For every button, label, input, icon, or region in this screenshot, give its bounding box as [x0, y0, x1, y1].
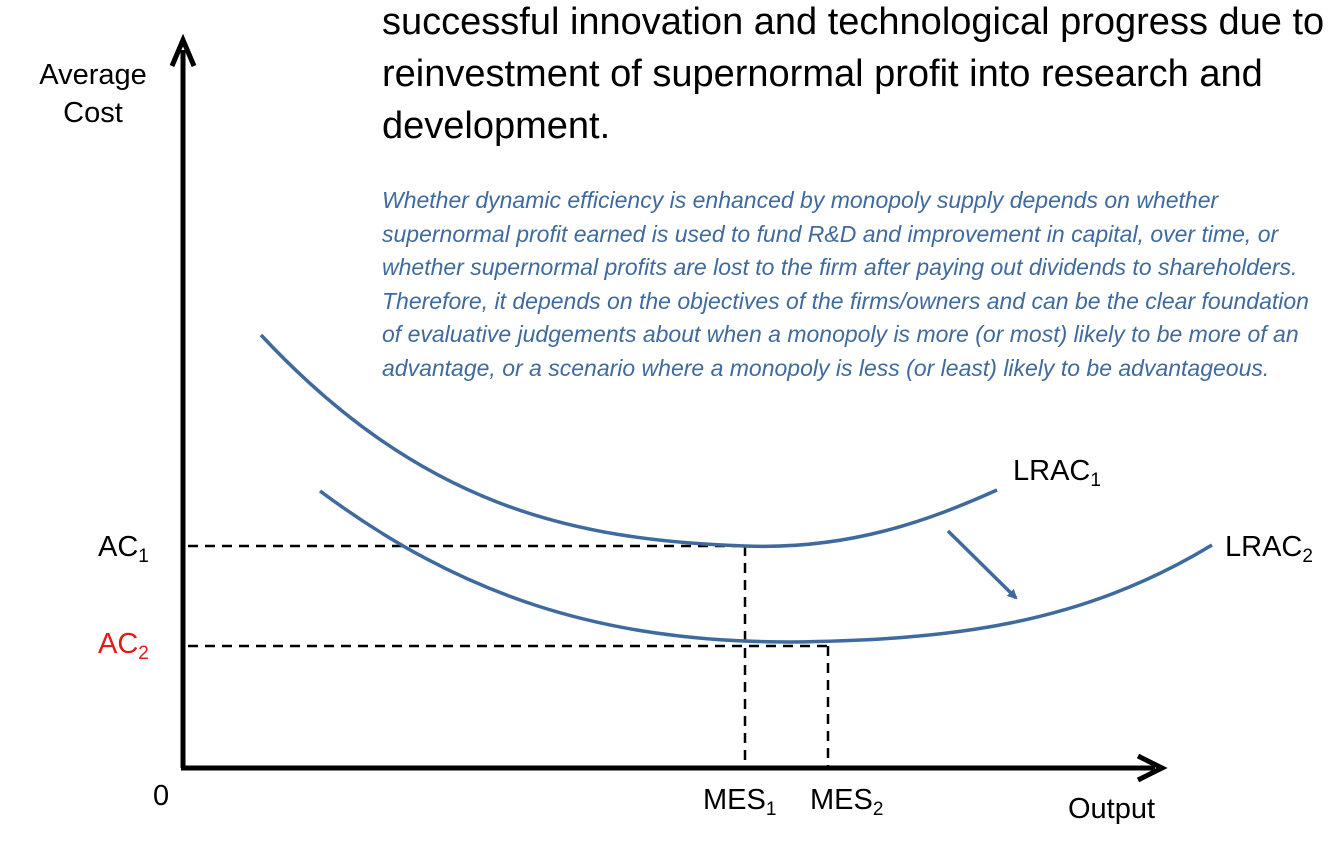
lrac1-curve: [259, 333, 998, 549]
lrac2-label: LRAC2: [1225, 531, 1313, 567]
ac1-label: AC1: [98, 531, 149, 567]
x-axis-title: Output: [1068, 793, 1156, 825]
mes2-label: MES2: [810, 784, 884, 820]
y-axis-arrowhead: [169, 33, 197, 67]
heading-text: successful innovation and technological …: [382, 1, 1325, 147]
origin-label: 0: [153, 780, 170, 812]
mes1-label: MES1: [703, 784, 777, 820]
note-text: Whether dynamic efficiency is enhanced b…: [382, 187, 1309, 381]
ac2-label: AC2: [98, 628, 149, 664]
lrac1-label: LRAC1: [1013, 455, 1101, 491]
shift-arrow: [946, 529, 1018, 600]
x-axis-arrowhead: [1136, 753, 1168, 783]
lrac2-curve: [318, 489, 1213, 644]
y-axis-title: Average Cost: [39, 59, 147, 129]
